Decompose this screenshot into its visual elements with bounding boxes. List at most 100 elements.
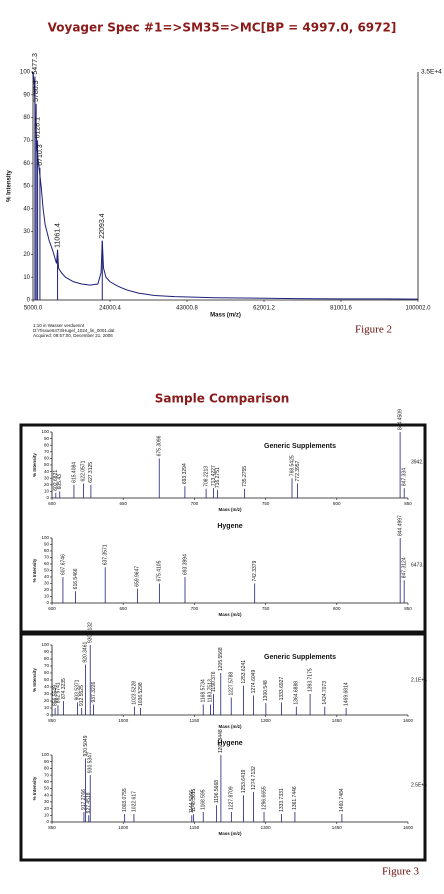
peak-label: 927.4518	[86, 792, 92, 813]
y-tick-label: 40	[44, 684, 50, 689]
peak-label: 847.334	[402, 468, 408, 486]
y-tick-label: 0	[46, 819, 49, 824]
x-tick-label: 600	[48, 606, 56, 611]
y-tick-label: 50	[44, 568, 50, 573]
y-tick-label: 40	[44, 469, 50, 474]
x-tick-label: 43000.8	[176, 306, 198, 312]
y-tick-label: 70	[44, 663, 50, 668]
peak-label: 1183.7513	[208, 679, 214, 702]
x-tick-label: 800	[333, 501, 341, 506]
peak-label: 844.4997	[397, 515, 403, 536]
y-tick-label: 80	[44, 442, 50, 447]
x-axis-label: Mass (m/z)	[218, 724, 242, 729]
x-tick-label: 1000	[118, 825, 129, 830]
x-tick-label: 800	[333, 606, 341, 611]
peak-label: 912.5525	[79, 685, 85, 706]
peak-label: 605.43	[57, 474, 63, 490]
peak-label: 1460.7484	[339, 788, 345, 812]
y-tick-label: 100	[41, 752, 49, 757]
x-tick-label: 81001.6	[330, 306, 352, 312]
peak-label: 1300.548	[263, 680, 269, 701]
peak-label: 607.6746	[60, 554, 66, 575]
peak-label: 11061.4	[54, 223, 61, 248]
y-tick-label: 0	[27, 298, 31, 304]
peak-label: 1190.376	[211, 671, 217, 692]
peak-label: 6710.3	[37, 144, 44, 166]
figure-caption: Figure 3	[382, 866, 419, 878]
chart-title: Hygene	[217, 740, 242, 747]
peak-label: 1148.3615	[191, 788, 197, 811]
y-tick-label: 80	[44, 548, 50, 553]
peak-label: 1003.0755	[122, 788, 128, 812]
y-tick-label: 10	[23, 275, 30, 281]
peak-label: 627.3125	[88, 462, 94, 483]
peak-label: 693.3994	[182, 554, 188, 575]
x-axis-label: Mass (m/z)	[218, 612, 242, 617]
peak-label: 1144.5066	[189, 790, 195, 813]
x-tick-label: 1600	[403, 825, 414, 830]
y-tick-label: 50	[44, 462, 50, 467]
peak-label: 903.5371	[75, 679, 81, 700]
peak-label: 675.3096	[157, 435, 163, 456]
y-tick-label: 90	[44, 649, 50, 654]
x-tick-label: 24000.4	[99, 306, 121, 312]
peak-label: 920.3461	[83, 642, 89, 663]
peak-label: 768.5425	[289, 455, 295, 476]
y-tick-label: 20	[44, 587, 50, 592]
x-tick-label: 700	[191, 606, 199, 611]
peak-label: 917.2766	[81, 789, 87, 810]
peak-label: 22093.4	[99, 213, 106, 238]
max-label: 3942.5	[411, 459, 427, 465]
y-tick-label: 90	[44, 759, 50, 764]
peak-label: 1205.8448	[218, 729, 224, 753]
x-tick-label: 100002.0	[405, 306, 431, 312]
peak-label: 622.0571	[81, 460, 87, 481]
x-tick-label: 1450	[332, 825, 343, 830]
panel-frame	[19, 632, 427, 862]
y-tick-label: 20	[44, 698, 50, 703]
x-tick-label: 1150	[190, 718, 200, 723]
x-tick-label: 850	[404, 501, 412, 506]
x-axis-label: Mass (m/z)	[218, 507, 242, 512]
x-axis-label: Mass (m/z)	[210, 313, 241, 319]
x-tick-label: 1450	[332, 718, 343, 723]
max-label: 2.5E+4	[411, 782, 427, 788]
peak-label: 1227.8709	[229, 786, 235, 810]
y-axis-label: % Intensity	[32, 776, 37, 800]
y-tick-label: 70	[44, 449, 50, 454]
y-tick-label: 10	[44, 489, 50, 494]
max-label: 6473.7	[411, 562, 427, 568]
y-tick-label: 90	[44, 542, 50, 547]
peak-label: 1274.7132	[251, 766, 257, 790]
peak-label: 742.3379	[252, 560, 258, 581]
y-tick-label: 30	[44, 691, 50, 696]
y-tick-label: 60	[23, 161, 30, 167]
peak-label: 5780.3	[33, 80, 40, 102]
chart-title: Generic Supplements	[264, 443, 336, 450]
x-tick-label: 600	[48, 501, 56, 506]
peak-label: 1296.6655	[261, 786, 267, 810]
y-tick-label: 40	[44, 792, 50, 797]
peak-label: 772.3957	[295, 460, 301, 481]
y-tick-label: 10	[44, 812, 50, 817]
x-tick-label: 750	[262, 606, 270, 611]
panel-frame	[19, 423, 427, 634]
y-tick-label: 80	[44, 656, 50, 661]
y-tick-label: 10	[44, 705, 50, 710]
peak-label: 713.4227	[211, 465, 217, 486]
peak-label: 1168.595	[201, 789, 207, 810]
peak-label: 735.2755	[242, 466, 248, 487]
note: 1:10 in Wasser verduennt	[33, 323, 85, 328]
peak-label: 5477.3	[32, 53, 39, 75]
x-tick-label: 62001.2	[253, 306, 275, 312]
y-tick-label: 30	[44, 799, 50, 804]
y-tick-label: 70	[44, 555, 50, 560]
y-tick-label: 20	[44, 806, 50, 811]
peak-label: 616.5466	[73, 568, 79, 589]
note: Acquired: 09:57:00, December 21, 2006	[33, 333, 113, 338]
y-tick-label: 30	[23, 229, 30, 235]
peak-label: 1274.6049	[251, 670, 257, 694]
y-tick-label: 90	[23, 92, 30, 98]
peak-label: 1168.5734	[201, 679, 207, 702]
y-tick-label: 60	[44, 456, 50, 461]
